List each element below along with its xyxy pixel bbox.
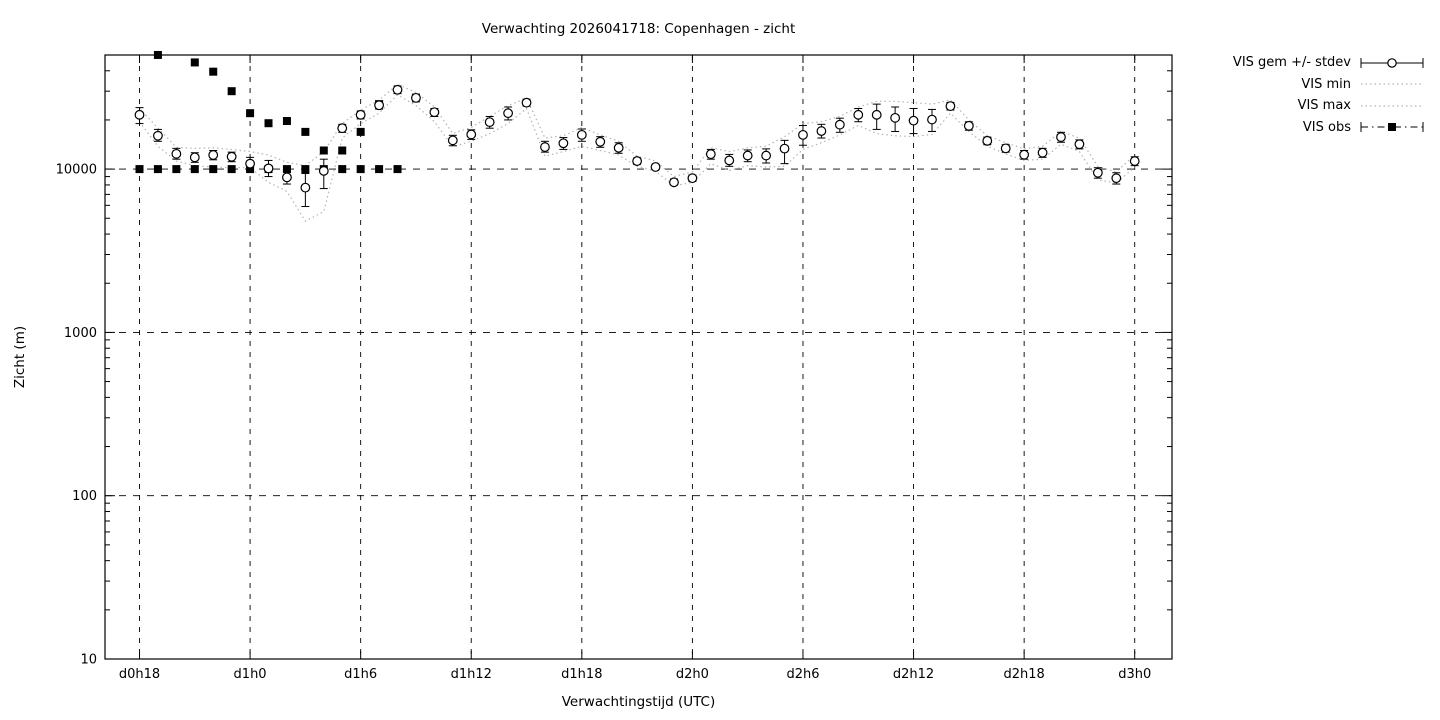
svg-text:d3h0: d3h0 <box>1118 667 1151 682</box>
legend-item-vis-min: VIS min <box>1233 74 1425 96</box>
legend-item-vis-obs: VIS obs <box>1233 117 1425 139</box>
svg-text:d2h0: d2h0 <box>676 667 709 682</box>
svg-text:d1h6: d1h6 <box>344 667 377 682</box>
dotted-line-sample-icon <box>1361 83 1423 85</box>
dashdot-square-sample-icon <box>1360 122 1424 133</box>
svg-text:10000: 10000 <box>56 163 97 178</box>
legend-item-vis-max: VIS max <box>1233 95 1425 117</box>
svg-text:d1h12: d1h12 <box>451 667 492 682</box>
legend-label-vis-max: VIS max <box>1297 98 1351 114</box>
errorbar-circle-sample-icon <box>1360 57 1424 68</box>
legend-label-vis-gem: VIS gem +/- stdev <box>1232 55 1351 71</box>
svg-text:d2h18: d2h18 <box>1003 667 1044 682</box>
svg-text:10: 10 <box>80 653 97 668</box>
chart-title: Verwachting 2026041718: Copenhagen - zic… <box>481 21 796 37</box>
svg-text:d2h12: d2h12 <box>893 667 934 682</box>
dotted-line-sample-icon <box>1361 105 1423 107</box>
svg-text:d2h6: d2h6 <box>786 667 819 682</box>
svg-text:d1h0: d1h0 <box>234 667 267 682</box>
legend-label-vis-obs: VIS obs <box>1302 119 1351 135</box>
svg-text:d1h18: d1h18 <box>561 667 602 682</box>
svg-text:d0h18: d0h18 <box>119 667 160 682</box>
legend-label-vis-min: VIS min <box>1301 76 1351 92</box>
legend: VIS gem +/- stdev VIS min VIS max VIS ob… <box>1233 52 1425 138</box>
svg-text:100: 100 <box>72 489 97 504</box>
svg-text:1000: 1000 <box>64 326 97 341</box>
legend-item-vis-gem: VIS gem +/- stdev <box>1233 52 1425 74</box>
x-axis-label: Verwachtingstijd (UTC) <box>561 694 716 710</box>
